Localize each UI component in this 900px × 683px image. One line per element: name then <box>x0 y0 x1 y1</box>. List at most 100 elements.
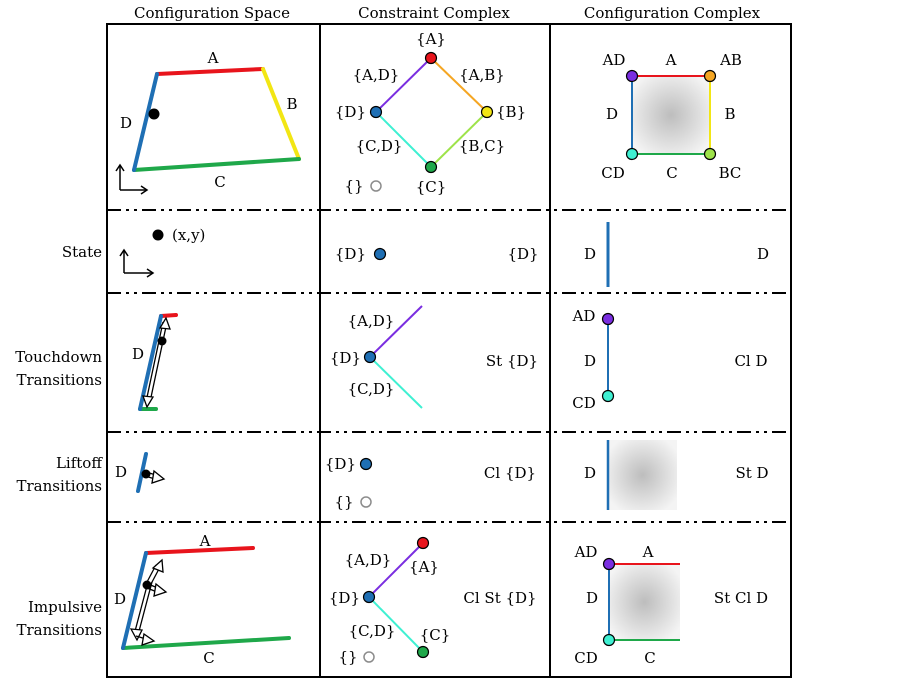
liftoff-vertex-empty <box>360 496 372 508</box>
edge-AB <box>430 57 488 113</box>
touchdown-cc-vertex-AD <box>601 312 615 326</box>
cc-label-B: B <box>724 105 735 123</box>
touchdown-label-set-AD: {A,D} <box>348 312 395 330</box>
row-dividers <box>107 209 791 523</box>
cc-label-CD: CD <box>601 164 625 182</box>
label-set-BC: {B,C} <box>459 137 505 155</box>
liftoff-star-label: St D <box>735 464 768 482</box>
label-set-AB: {A,B} <box>459 66 505 84</box>
axes-icon-state <box>119 248 155 278</box>
cell-ABCD <box>632 76 710 154</box>
label-set-CD: {C,D} <box>356 137 403 155</box>
vertex-AD <box>625 69 639 83</box>
state-label-set-D: {D} <box>335 245 366 263</box>
vertex-D <box>369 105 383 119</box>
impulsive-edge-CD <box>368 596 424 653</box>
label-xy: (x,y) <box>172 226 205 244</box>
cc-label-AD: AD <box>602 51 626 69</box>
configuration-complex-square <box>631 75 711 155</box>
touchdown-cc-label-AD: AD <box>572 307 596 325</box>
impulsive-vertices <box>362 536 430 659</box>
liftoff-label-D: D <box>115 463 127 481</box>
touchdown-cc-vertex-CD <box>601 389 615 403</box>
label-set-D: {D} <box>335 103 366 121</box>
configuration-vertices <box>625 69 717 161</box>
touchdown-cc-label-D: D <box>584 352 596 370</box>
touchdown-edge-AD <box>369 305 423 358</box>
row-label-liftoff: Liftoff <box>56 454 103 472</box>
impulsive-edge-D <box>121 551 148 650</box>
vertex-empty <box>370 180 382 192</box>
row-label-liftoff-transitions: Transitions <box>17 477 103 495</box>
impulsive-cc-vertex-AD <box>602 557 616 571</box>
row-label-state: State <box>62 243 102 261</box>
touchdown-double-arrow <box>142 316 171 409</box>
liftoff-label-empty: {} <box>334 493 353 511</box>
touchdown-closure-label: Cl D <box>734 352 767 370</box>
impulsive-closure-star-label: Cl St {D} <box>463 589 536 607</box>
cc-label-D: D <box>606 105 618 123</box>
impulsive-arrows <box>129 558 168 646</box>
impulsive-cc-label-AD: AD <box>574 543 598 561</box>
impulsive-leg <box>121 546 291 650</box>
row-label-impulsive-transitions: Transitions <box>17 621 103 639</box>
impulsive-state-point <box>142 580 152 590</box>
touchdown-label-set-CD: {C,D} <box>348 380 395 398</box>
impulsive-edge-C <box>121 636 291 650</box>
impulsive-complex <box>368 542 424 653</box>
edge-AD <box>375 57 432 113</box>
label-A: A <box>207 49 219 67</box>
impulsive-vertex-empty <box>363 651 375 663</box>
impulsive-label-empty: {} <box>338 648 357 666</box>
impulsive-cell <box>609 564 680 640</box>
impulsive-cc-vertex-CD <box>602 633 616 647</box>
vertex-A <box>424 51 438 65</box>
impulsive-label-set-CD: {C,D} <box>349 622 396 640</box>
table-border <box>106 23 792 678</box>
liftoff-cc-label-D: D <box>584 464 596 482</box>
impulsive-cc-label-CD: CD <box>574 649 598 667</box>
touchdown-state-point <box>157 336 167 346</box>
label-empty-set: {} <box>344 177 363 195</box>
impulsive-vertex-C <box>416 645 430 659</box>
liftoff-vertex-D <box>359 457 373 471</box>
axes-icon <box>115 163 149 195</box>
constraint-vertices <box>369 51 494 174</box>
label-set-C: {C} <box>416 178 447 196</box>
row-label-touchdown-transitions: Transitions <box>17 371 103 389</box>
label-set-B: {B} <box>496 103 526 121</box>
header-constraint-complex: Constraint Complex <box>358 4 510 22</box>
constraint-complex-diamond <box>375 57 488 168</box>
liftoff-state-point <box>141 469 151 479</box>
impulsive-label-set-C: {C} <box>420 626 451 644</box>
impulsive-vertex-A <box>416 536 430 550</box>
impulsive-label-D: D <box>114 590 126 608</box>
label-set-AD: {A,D} <box>353 66 400 84</box>
touchdown-edge-D <box>138 314 163 411</box>
impulsive-label-A: A <box>199 532 211 550</box>
touchdown-star <box>369 305 423 409</box>
row-label-impulsive: Impulsive <box>28 598 102 616</box>
state-vertex-D <box>373 247 387 261</box>
cc-label-AB: AB <box>719 51 742 69</box>
liftoff-cell <box>608 440 677 510</box>
vertex-CD <box>625 147 639 161</box>
header-configuration-space: Configuration Space <box>134 4 290 22</box>
cc-label-BC: BC <box>719 164 742 182</box>
label-C: C <box>214 173 225 191</box>
state-point <box>148 108 160 120</box>
touchdown-star-label: St {D} <box>486 352 538 370</box>
vertex-C <box>424 160 438 174</box>
state-cc-label-D: D <box>584 245 596 263</box>
edge-A <box>155 67 265 76</box>
state-cc-right-D: D <box>757 245 769 263</box>
label-D: D <box>120 114 132 132</box>
config-space-quadrilateral <box>132 67 301 172</box>
impulsive-label-set-D: {D} <box>329 589 360 607</box>
impulsive-label-C: C <box>203 649 214 667</box>
impulsive-cc-label-C: C <box>644 649 655 667</box>
impulsive-vertex-D <box>362 590 376 604</box>
touchdown-leg <box>138 313 178 411</box>
edge-BC <box>430 111 488 168</box>
impulsive-star-closure-label: St Cl D <box>714 589 768 607</box>
